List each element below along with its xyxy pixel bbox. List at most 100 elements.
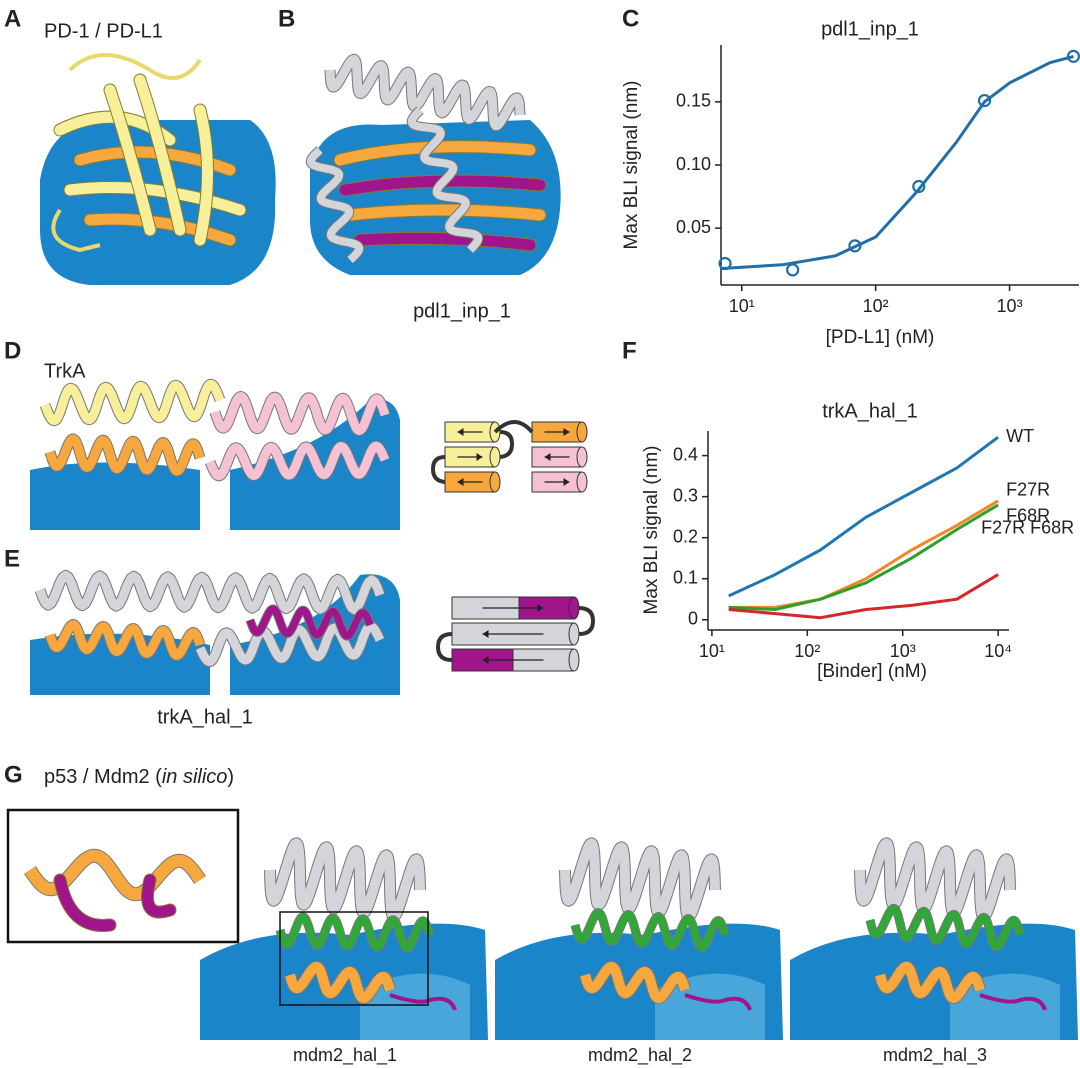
loop [979, 993, 1047, 1011]
zoom-frame [279, 911, 429, 1006]
panel-letter: B [278, 5, 295, 32]
strand [194, 104, 213, 246]
helix [571, 909, 729, 951]
y-tick-label: 0.1 [673, 567, 698, 587]
series-label: F68R [1006, 506, 1050, 526]
data-point [848, 239, 862, 253]
x-axis-label: [Binder] (nM) [817, 661, 927, 682]
y-tick-label: 0.4 [673, 444, 698, 464]
cylinder-end [576, 421, 588, 443]
strand [339, 175, 546, 196]
series-label: WT [1006, 426, 1034, 446]
y-axis-label: Max BLI signal (nm) [641, 446, 662, 615]
arrow-head [563, 478, 570, 486]
helix [285, 961, 395, 1004]
helix [407, 107, 483, 253]
data-point [912, 179, 926, 194]
y-tick-label: 0 [688, 608, 698, 628]
protein-surface [30, 633, 210, 695]
strand [64, 182, 246, 216]
helix [45, 620, 205, 660]
title-part: p53 / Mdm2 ( [44, 766, 162, 788]
panel-letter: C [622, 5, 639, 32]
panel-caption: pdl1_inp_1 [413, 300, 511, 322]
loop [684, 993, 752, 1011]
cylinder-end [568, 648, 580, 672]
panel-title: p53 / Mdm2 (in silico) [44, 766, 234, 788]
strand [104, 84, 156, 236]
loop [435, 632, 453, 662]
illustrations [6, 53, 1078, 1040]
helix [35, 570, 385, 615]
loop [499, 430, 515, 459]
x-tick-label: 10³ [890, 641, 916, 661]
image-caption: mdm2_hal_3 [883, 1045, 987, 1066]
arrow-head [482, 630, 489, 638]
helix [246, 605, 374, 640]
x-tick-label: 10⁴ [984, 641, 1012, 661]
data-line [728, 435, 999, 598]
series-label: F27R [1006, 480, 1050, 500]
helix [306, 146, 364, 264]
x-tick-label: 10² [863, 296, 889, 316]
helix [855, 838, 1015, 922]
data-line [728, 573, 999, 620]
arrow-head [457, 478, 464, 486]
loop [389, 993, 457, 1011]
arrow-head [544, 453, 551, 461]
helix [265, 838, 425, 922]
helix [875, 961, 985, 1004]
panel-letter: D [4, 337, 21, 364]
x-tick-label: 10³ [997, 296, 1023, 316]
y-tick-label: 0.2 [673, 526, 698, 546]
arrow-head [476, 453, 483, 461]
helix [205, 441, 390, 481]
loop [578, 606, 596, 636]
x-axis-label: [PD-L1] (nM) [826, 327, 935, 348]
x-tick-label: 10² [794, 641, 820, 661]
panel-caption: trkA_hal_1 [157, 706, 253, 728]
y-tick-label: 0.3 [673, 485, 698, 505]
strand [54, 874, 116, 931]
y-tick-label: 0.15 [676, 91, 711, 111]
panel-letter: E [4, 545, 20, 572]
arrow-head [482, 656, 489, 664]
data-line [728, 499, 999, 609]
panel-letter: F [622, 337, 637, 364]
cylinder-end [576, 471, 588, 493]
series-label: F27R F68R [981, 517, 1074, 537]
x-tick-label: 10¹ [729, 296, 755, 316]
strand [142, 874, 176, 918]
loop [51, 208, 101, 253]
helix [210, 392, 390, 435]
arrow-head [537, 604, 544, 612]
panel-letter: A [4, 5, 21, 32]
helix [580, 961, 690, 1004]
panel-title: PD-1 / PD-L1 [44, 20, 163, 42]
protein-surface [30, 462, 200, 530]
helix [276, 913, 434, 952]
helix [45, 434, 205, 476]
y-tick-label: 0.05 [676, 217, 711, 237]
title-part: ) [227, 766, 234, 788]
data-line [720, 54, 1074, 271]
chart-title: trkA_hal_1 [822, 400, 918, 422]
arrow-head [457, 428, 464, 436]
panel-title: TrkA [44, 360, 86, 382]
loop [68, 53, 202, 80]
cylinder-end [576, 446, 588, 468]
data-point [977, 93, 992, 108]
title-italic: in silico [162, 766, 228, 788]
arrow-head [563, 428, 570, 436]
cylinder-end [489, 471, 501, 493]
loop [430, 455, 446, 484]
data-point [786, 263, 800, 277]
y-axis-label: Max BLI signal (nm) [621, 81, 642, 250]
strand [354, 232, 536, 251]
chart-title: pdl1_inp_1 [821, 18, 919, 40]
helix [40, 379, 225, 426]
x-tick-label: 10¹ [699, 641, 725, 661]
helix [195, 621, 385, 667]
y-tick-label: 0.10 [676, 154, 711, 174]
strand [84, 213, 236, 246]
